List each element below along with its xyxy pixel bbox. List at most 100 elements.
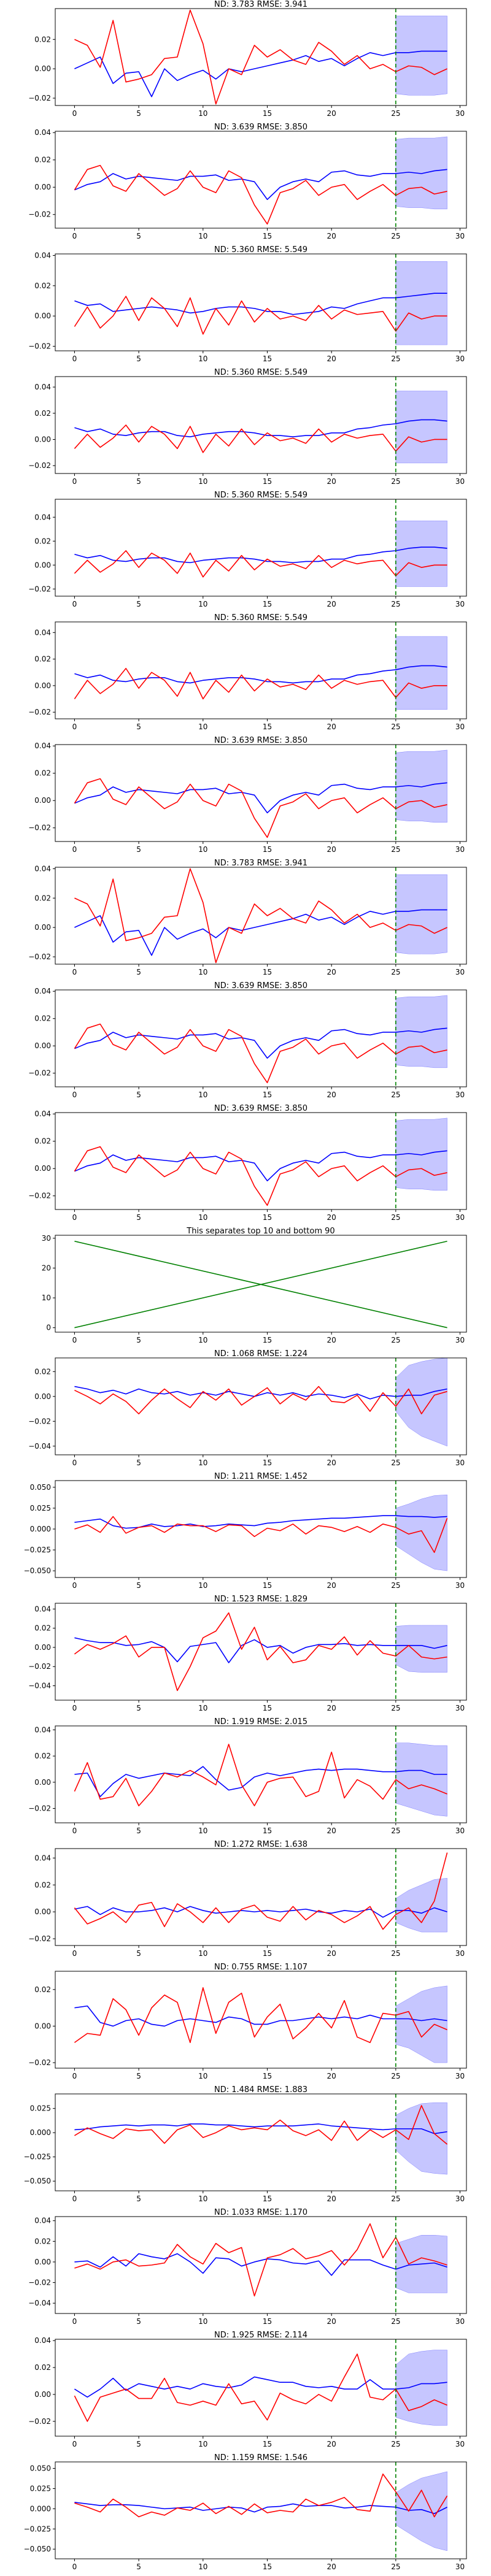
predicted-series-line [74,665,447,684]
x-tick-label: 5 [136,968,141,976]
y-tick-label: −0.02 [28,1192,51,1200]
y-tick-label: 10 [42,1294,51,1302]
x-tick-label: 20 [327,1827,336,1835]
x-tick-label: 20 [327,2563,336,2571]
forecast-band [395,995,447,1068]
predicted-series-line [74,419,447,438]
x-tick-label: 5 [136,1459,141,1467]
y-tick-label: 0.00 [34,64,51,73]
actual-series-line [74,1516,448,1553]
predicted-series-line [74,2502,447,2515]
x-tick-label: 0 [72,2317,77,2326]
x-tick-label: 5 [136,1581,141,1590]
y-tick-label: −0.04 [28,1442,51,1451]
chart-panel: ND: 0.755 RMSE: 1.107 0 5 10 15 20 25 30 −0.02 0.… [28,1963,467,2080]
y-tick-label: −0.02 [28,1417,51,1425]
plot-frame [55,2339,467,2437]
forecast-band [395,1494,447,1571]
x-tick-label: 20 [327,2195,336,2203]
x-tick-label: 5 [136,2317,141,2326]
y-tick-label: −0.02 [28,2279,51,2287]
plot-frame [55,1603,467,1701]
x-tick-label: 0 [72,232,77,240]
chart-title: ND: 1.068 RMSE: 1.224 [214,1349,307,1359]
x-tick-label: 25 [391,1581,400,1590]
plot-frame [55,2093,467,2191]
x-tick-label: 15 [263,1581,272,1590]
predicted-series-line [74,2005,447,2027]
x-tick-label: 25 [391,355,400,363]
chart-panel: ND: 5.360 RMSE: 5.549 0 5 10 15 20 25 30 −0.02 0.… [28,368,467,486]
x-tick-label: 10 [198,2440,207,2448]
y-tick-label: 0.00 [34,2022,51,2030]
y-tick-label: −0.02 [28,210,51,219]
forecast-band [395,2350,447,2426]
x-tick-label: 25 [391,1459,400,1467]
y-tick-label: 0.050 [30,2464,51,2473]
y-tick-label: 0.00 [34,1643,51,1652]
x-tick-label: 20 [327,1704,336,1712]
chart-title: ND: 1.919 RMSE: 2.015 [214,1717,307,1727]
y-tick-label: −0.02 [28,1662,51,1671]
forecast-band [395,261,447,345]
y-tick-label: −0.04 [28,1682,51,1690]
chart-panel: ND: 3.639 RMSE: 3.850 0 5 10 15 20 25 30 −0.02 0.… [28,123,467,240]
x-tick-label: 15 [263,1213,272,1222]
y-tick-label: 0.00 [34,1778,51,1787]
chart-title: ND: 5.360 RMSE: 5.549 [214,613,307,623]
x-tick-label: 20 [327,2072,336,2080]
y-tick-label: −0.050 [24,1566,51,1575]
y-tick-label: 0.02 [34,282,51,290]
x-tick-label: 0 [72,2563,77,2571]
x-tick-label: 25 [391,109,400,118]
x-tick-label: 25 [391,1336,400,1344]
x-tick-label: 10 [198,2563,207,2571]
chart-panel: ND: 1.925 RMSE: 2.114 0 5 10 15 20 25 30 −0.02 0.… [28,2331,467,2448]
plot-frame [55,1725,467,1823]
x-tick-label: 15 [263,477,272,486]
x-tick-label: 15 [263,1949,272,1958]
actual-series-line [74,1744,447,1807]
x-tick-label: 0 [72,2072,77,2080]
y-tick-label: 0.04 [34,1110,51,1118]
x-tick-label: 10 [198,723,207,731]
x-tick-label: 25 [391,2072,400,2080]
y-tick-label: −0.02 [28,342,51,351]
chart-panel: ND: 1.272 RMSE: 1.638 0 5 10 15 20 25 30 −0.02 0.… [28,1840,467,1958]
x-tick-label: 5 [136,1949,141,1958]
x-tick-label: 10 [198,1336,207,1344]
chart-panel: ND: 1.523 RMSE: 1.829 0 5 10 15 20 25 30 −0.04 −0… [28,1595,467,1712]
predicted-series-line [74,50,447,98]
x-tick-label: 10 [198,2072,207,2080]
chart-title: ND: 3.783 RMSE: 3.941 [214,0,307,9]
x-tick-label: 0 [72,1704,77,1712]
x-tick-label: 30 [455,1704,465,1712]
x-tick-label: 10 [198,2317,207,2326]
y-tick-label: 0.00 [34,2390,51,2399]
chart-title: This separates top 10 and bottom 90 [186,1227,334,1236]
chart-title: ND: 3.783 RMSE: 3.941 [214,859,307,868]
y-tick-label: 0.000 [30,2128,51,2137]
x-tick-label: 15 [263,109,272,118]
chart-panel: ND: 3.639 RMSE: 3.850 0 5 10 15 20 25 30 −0.02 0.… [28,736,467,854]
y-tick-label: 0.00 [34,312,51,320]
plot-frame [55,1848,467,1946]
x-tick-label: 25 [391,232,400,240]
x-tick-label: 15 [263,600,272,608]
actual-series-line [74,1146,447,1206]
x-tick-label: 30 [455,355,465,363]
plot-frame [55,2461,467,2559]
predicted-series-line [74,2123,447,2134]
x-tick-label: 10 [198,2195,207,2203]
y-tick-label: 0.00 [34,1164,51,1173]
x-tick-label: 25 [391,477,400,486]
x-tick-label: 25 [391,600,400,608]
x-tick-label: 10 [198,845,207,854]
forecast-band [395,636,447,710]
x-tick-label: 20 [327,1459,336,1467]
x-tick-label: 10 [198,968,207,976]
x-tick-label: 30 [455,1213,465,1222]
y-tick-label: 0.025 [30,1504,51,1512]
x-tick-label: 25 [391,1091,400,1099]
predicted-series-line [74,1766,447,1798]
